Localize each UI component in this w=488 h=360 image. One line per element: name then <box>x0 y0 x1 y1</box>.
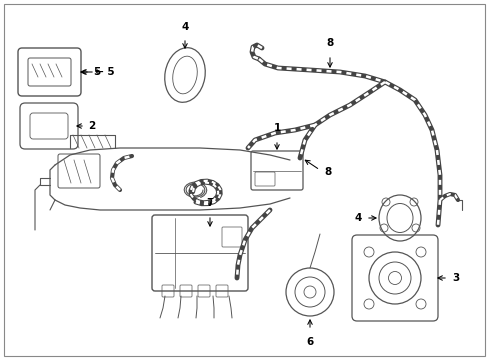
Text: 7: 7 <box>206 198 213 208</box>
Text: 8: 8 <box>324 167 330 177</box>
Text: 4: 4 <box>354 213 361 223</box>
Text: 1: 1 <box>273 123 280 133</box>
Text: 2: 2 <box>88 121 95 131</box>
Text: 8: 8 <box>325 38 333 48</box>
Text: 3: 3 <box>451 273 458 283</box>
Text: ← 5: ← 5 <box>95 67 114 77</box>
Text: 6: 6 <box>306 337 313 347</box>
Text: 5: 5 <box>93 67 100 77</box>
Text: 4: 4 <box>181 22 188 32</box>
